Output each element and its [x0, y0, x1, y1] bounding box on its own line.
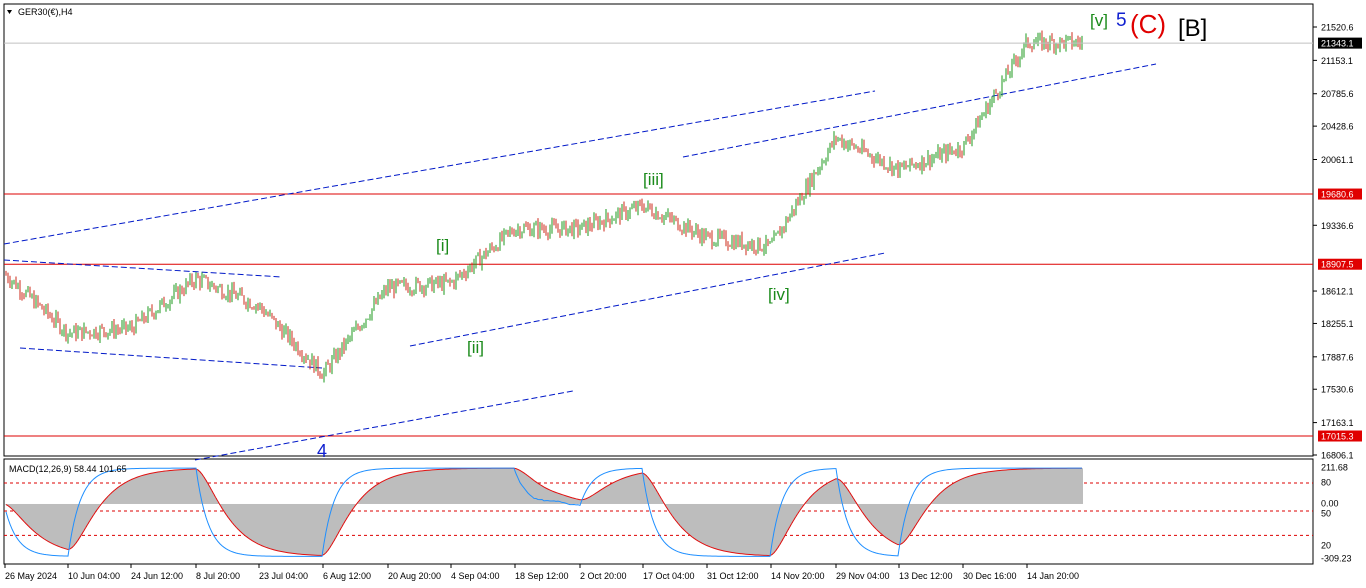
- time-tick-label: 18 Sep 12:00: [515, 571, 569, 581]
- time-tick-label: 2 Oct 20:00: [580, 571, 627, 581]
- wave-label: (C): [1130, 9, 1166, 39]
- time-tick-label: 17 Oct 04:00: [643, 571, 695, 581]
- channel-line: [682, 63, 1157, 158]
- macd-axis-label: 50: [1321, 509, 1331, 519]
- level-text: 19680.6: [1321, 190, 1354, 200]
- time-tick-label: 6 Aug 12:00: [323, 571, 371, 581]
- level-text: 17015.3: [1321, 432, 1354, 442]
- wave-labels: 4 [i] [ii] [iii] [iv] [v] 5 (C) [B]: [317, 9, 1207, 461]
- time-tick-label: 8 Jul 20:00: [196, 571, 240, 581]
- time-tick-label: 30 Dec 16:00: [963, 571, 1017, 581]
- price-tick-label: 20428.6: [1321, 122, 1354, 132]
- time-tick-label: 29 Nov 04:00: [836, 571, 890, 581]
- macd-axis-label: 20: [1321, 541, 1331, 551]
- macd-label: MACD(12,26,9) 58.44 101.65: [9, 464, 127, 474]
- price-tick-label: 21520.6: [1321, 23, 1354, 33]
- price-tick-label: 18612.1: [1321, 287, 1354, 297]
- time-tick-label: 10 Jun 04:00: [68, 571, 120, 581]
- wave-label: [i]: [436, 236, 449, 255]
- current-price-text: 21343.1: [1321, 39, 1354, 49]
- current-price-badge: [1318, 37, 1362, 49]
- level-badge: [1318, 258, 1362, 270]
- wave-label: [ii]: [467, 338, 484, 357]
- wave-label: [iii]: [643, 170, 664, 189]
- level-text: 18907.5: [1321, 260, 1354, 270]
- price-tick-label: 20061.1: [1321, 155, 1354, 165]
- macd-main-line: [5, 467, 1082, 557]
- horizontal-levels: 19680.6 18907.5 17015.3: [4, 188, 1362, 442]
- time-tick-label: 14 Jan 20:00: [1027, 571, 1079, 581]
- macd-axis-label: 0.00: [1321, 499, 1339, 509]
- time-tick-label: 4 Sep 04:00: [451, 571, 500, 581]
- channel-line: [194, 390, 574, 461]
- wave-label: 4: [317, 441, 327, 461]
- price-tick-label: 20785.6: [1321, 89, 1354, 99]
- price-tick-label: 19336.6: [1321, 221, 1354, 231]
- channel-line: [3, 259, 283, 278]
- macd-axis-label: -309.23: [1321, 554, 1352, 564]
- candles: [5, 30, 1083, 383]
- main-pane-frame: [3, 3, 1314, 457]
- triangle-down-icon[interactable]: [7, 10, 12, 14]
- macd-indicator: [4, 467, 1313, 557]
- wave-label: [B]: [1178, 15, 1207, 42]
- price-axis: 21520.6 21153.1 20785.6 20428.6 20061.1 19336…: [1313, 23, 1354, 461]
- price-tick-label: 17163.1: [1321, 418, 1354, 428]
- time-tick-label: 13 Dec 12:00: [899, 571, 953, 581]
- time-tick-label: 20 Aug 20:00: [388, 571, 441, 581]
- macd-axis-label: 80: [1321, 478, 1331, 488]
- channel-lines: [3, 63, 1157, 461]
- price-tick-label: 17887.6: [1321, 352, 1354, 362]
- time-tick-label: 14 Nov 20:00: [771, 571, 825, 581]
- symbol-label: GER30(€),H4: [18, 7, 73, 17]
- level-badge: [1318, 188, 1362, 200]
- channel-line: [3, 90, 876, 245]
- channel-line: [19, 347, 323, 369]
- macd-pane-frame: [3, 458, 1314, 565]
- level-badge: [1318, 430, 1362, 442]
- wave-label: [v]: [1090, 11, 1108, 30]
- time-tick-label: 26 May 2024: [5, 571, 57, 581]
- time-axis: 26 May 2024 10 Jun 04:00 24 Jun 12:00 8 Jul…: [4, 564, 1079, 581]
- macd-axis-label: 211.68: [1321, 463, 1348, 473]
- price-tick-label: 17530.6: [1321, 385, 1354, 395]
- wave-label: 5: [1116, 10, 1127, 31]
- price-tick-label: 21153.1: [1321, 56, 1353, 66]
- price-tick-label: 16806.1: [1321, 451, 1354, 461]
- macd-signal-line: [5, 467, 1083, 557]
- time-tick-label: 23 Jul 04:00: [259, 571, 308, 581]
- wave-label: [iv]: [768, 285, 790, 304]
- price-tick-label: 18255.1: [1321, 319, 1354, 329]
- time-tick-label: 24 Jun 12:00: [131, 571, 183, 581]
- time-tick-label: 31 Oct 12:00: [707, 571, 759, 581]
